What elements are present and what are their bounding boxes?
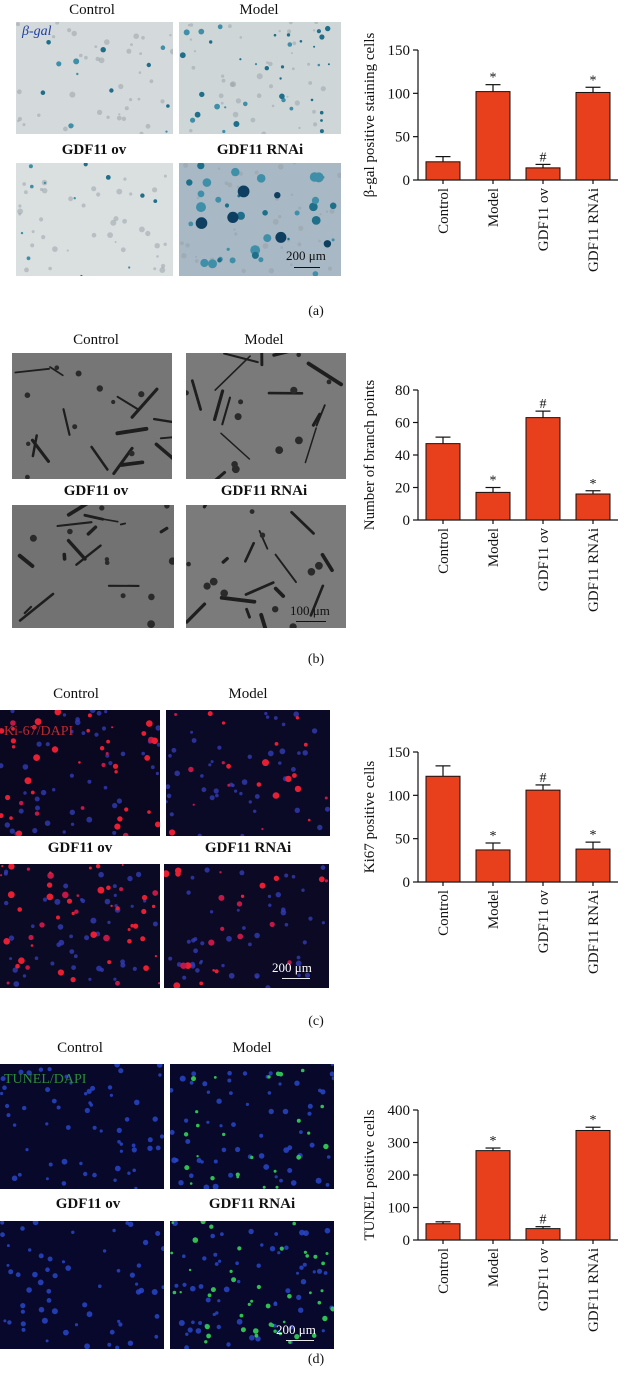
image-label-gdf11-ov: GDF11 ov bbox=[8, 1196, 168, 1213]
y-axis-label: TUNEL positive cells bbox=[362, 1109, 378, 1240]
image-label-control: Control bbox=[0, 1040, 160, 1057]
bar bbox=[476, 1151, 510, 1240]
chart-d: 0 100 200 300 400 TUNEL positive cells Control… bbox=[356, 1080, 626, 1380]
y-tick-label: 200 bbox=[388, 1168, 411, 1184]
micrograph-model bbox=[170, 1064, 334, 1189]
x-tick-label: GDF11 RNAi bbox=[586, 1248, 602, 1332]
bar bbox=[576, 1130, 610, 1240]
panel-letter-d: (d) bbox=[296, 1352, 336, 1368]
significance-marker: * bbox=[490, 1134, 497, 1149]
x-tick-label: Control bbox=[436, 1248, 452, 1294]
image-label-model: Model bbox=[172, 1040, 332, 1057]
image-label-gdf11-rnai: GDF11 RNAi bbox=[172, 1196, 332, 1213]
y-tick-label: 400 bbox=[388, 1103, 411, 1119]
scale-bar bbox=[286, 1340, 314, 1341]
significance-marker: # bbox=[540, 1213, 547, 1228]
y-tick-label: 0 bbox=[403, 1233, 411, 1249]
y-tick-label: 300 bbox=[388, 1136, 411, 1152]
stain-label: TUNEL/DAPI bbox=[4, 1072, 86, 1088]
y-tick-label: 100 bbox=[388, 1201, 411, 1217]
bar bbox=[426, 1224, 460, 1240]
x-tick-label: Model bbox=[486, 1248, 502, 1287]
micrograph-gdf11-ov bbox=[0, 1221, 164, 1349]
x-tick-label: GDF11 ov bbox=[536, 1248, 552, 1312]
bar bbox=[526, 1229, 560, 1240]
significance-marker: * bbox=[590, 1113, 597, 1128]
scale-bar-label: 200 μm bbox=[276, 1322, 316, 1338]
